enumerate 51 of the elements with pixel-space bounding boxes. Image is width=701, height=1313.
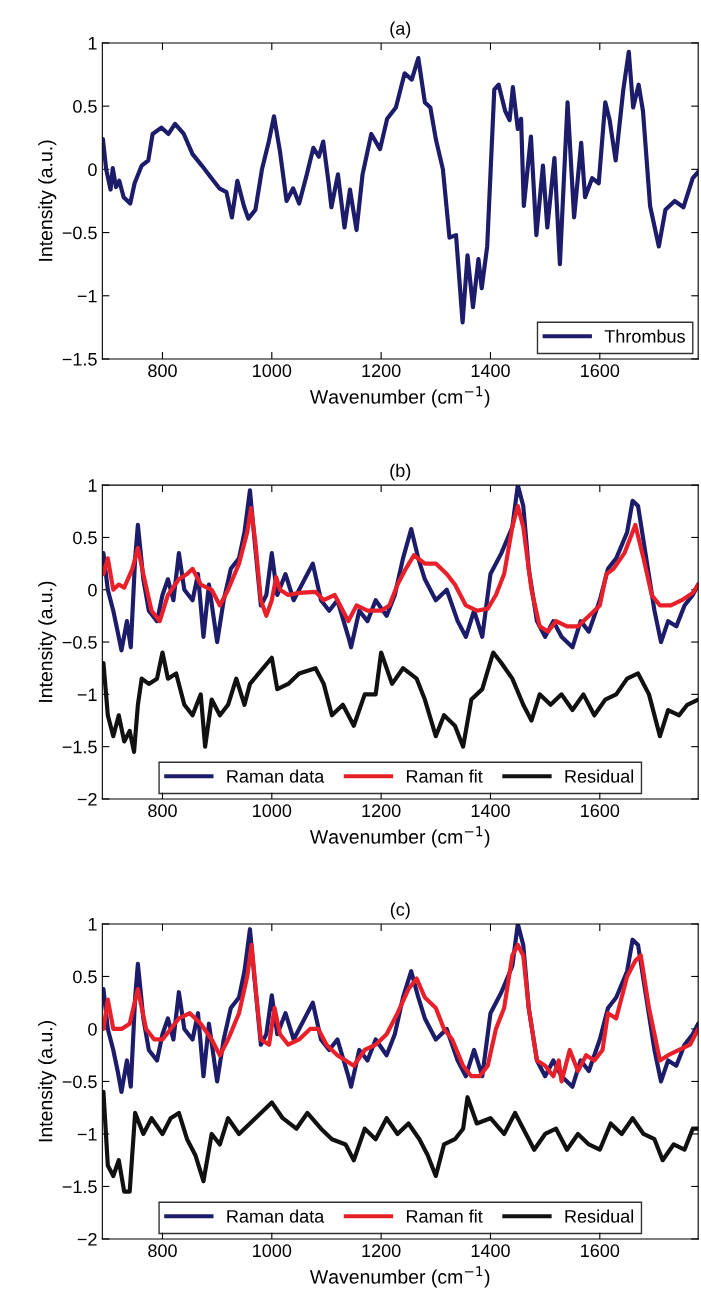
y-tick-label: −0.5 bbox=[62, 226, 97, 240]
x-tick-label: 800 bbox=[148, 1244, 177, 1258]
legend-label: Raman data bbox=[227, 769, 325, 783]
y-tick-label: 0 bbox=[88, 1022, 97, 1036]
y-tick-label: −1 bbox=[77, 688, 97, 701]
legend-label: Raman fit bbox=[406, 1209, 483, 1223]
x-axis-title: Wavenumber (cm$^{−1}$) bbox=[309, 826, 490, 848]
y-axis-title: Intensity (a.u.) bbox=[38, 581, 57, 702]
chart-title: (c) bbox=[390, 902, 410, 920]
x-tick-label: 1400 bbox=[471, 364, 510, 378]
x-tick-label: 1600 bbox=[581, 364, 620, 378]
legend-label: Residual bbox=[565, 1209, 634, 1223]
x-axis-title: Wavenumber (cm$^{−1}$) bbox=[309, 1266, 490, 1288]
y-axis-title: Intensity (a.u.) bbox=[38, 1021, 57, 1142]
legend-label: Residual bbox=[565, 769, 634, 783]
chart-title: (b) bbox=[390, 463, 411, 481]
y-tick-label: 0.5 bbox=[73, 970, 97, 984]
y-tick-label: −1.5 bbox=[62, 740, 97, 754]
y-tick-label: −1.5 bbox=[62, 353, 97, 366]
x-tick-label: 800 bbox=[148, 804, 177, 818]
x-tick-label: 1600 bbox=[581, 804, 620, 818]
legend-label: Thrombus bbox=[604, 329, 685, 343]
x-tick-label: 1400 bbox=[471, 1244, 510, 1258]
x-axis-title: Wavenumber (cm$^{−1}$) bbox=[309, 386, 490, 408]
chart-title: (a) bbox=[390, 21, 411, 39]
y-tick-label: 1 bbox=[88, 918, 97, 931]
y-tick-label: −1 bbox=[77, 289, 97, 303]
y-tick-label: 0.5 bbox=[73, 100, 97, 113]
y-tick-label: −2 bbox=[77, 1232, 97, 1246]
legend-label: Raman data bbox=[227, 1209, 325, 1223]
y-tick-label: 0 bbox=[88, 163, 97, 177]
y-tick-label: −1 bbox=[77, 1128, 97, 1141]
y-tick-label: 0 bbox=[88, 583, 97, 597]
y-tick-label: −2 bbox=[77, 792, 97, 806]
x-tick-label: 1000 bbox=[253, 1244, 292, 1258]
y-axis-title: Intensity (a.u.) bbox=[38, 140, 57, 261]
x-tick-label: 1200 bbox=[362, 804, 401, 818]
y-tick-label: 0.5 bbox=[73, 531, 97, 545]
x-tick-label: 1400 bbox=[471, 804, 510, 818]
x-tick-label: 1000 bbox=[253, 804, 292, 818]
x-tick-label: 800 bbox=[148, 364, 177, 378]
y-tick-label: −0.5 bbox=[62, 635, 97, 649]
legend-label: Raman fit bbox=[406, 769, 483, 783]
y-tick-label: 1 bbox=[88, 37, 97, 50]
x-tick-label: 1000 bbox=[253, 364, 292, 378]
x-tick-label: 1600 bbox=[581, 1244, 620, 1258]
x-tick-label: 1200 bbox=[362, 1244, 401, 1258]
y-tick-label: 1 bbox=[88, 479, 97, 492]
y-tick-label: −1.5 bbox=[62, 1180, 97, 1194]
x-tick-label: 1200 bbox=[362, 364, 401, 378]
y-tick-label: −0.5 bbox=[62, 1075, 97, 1089]
